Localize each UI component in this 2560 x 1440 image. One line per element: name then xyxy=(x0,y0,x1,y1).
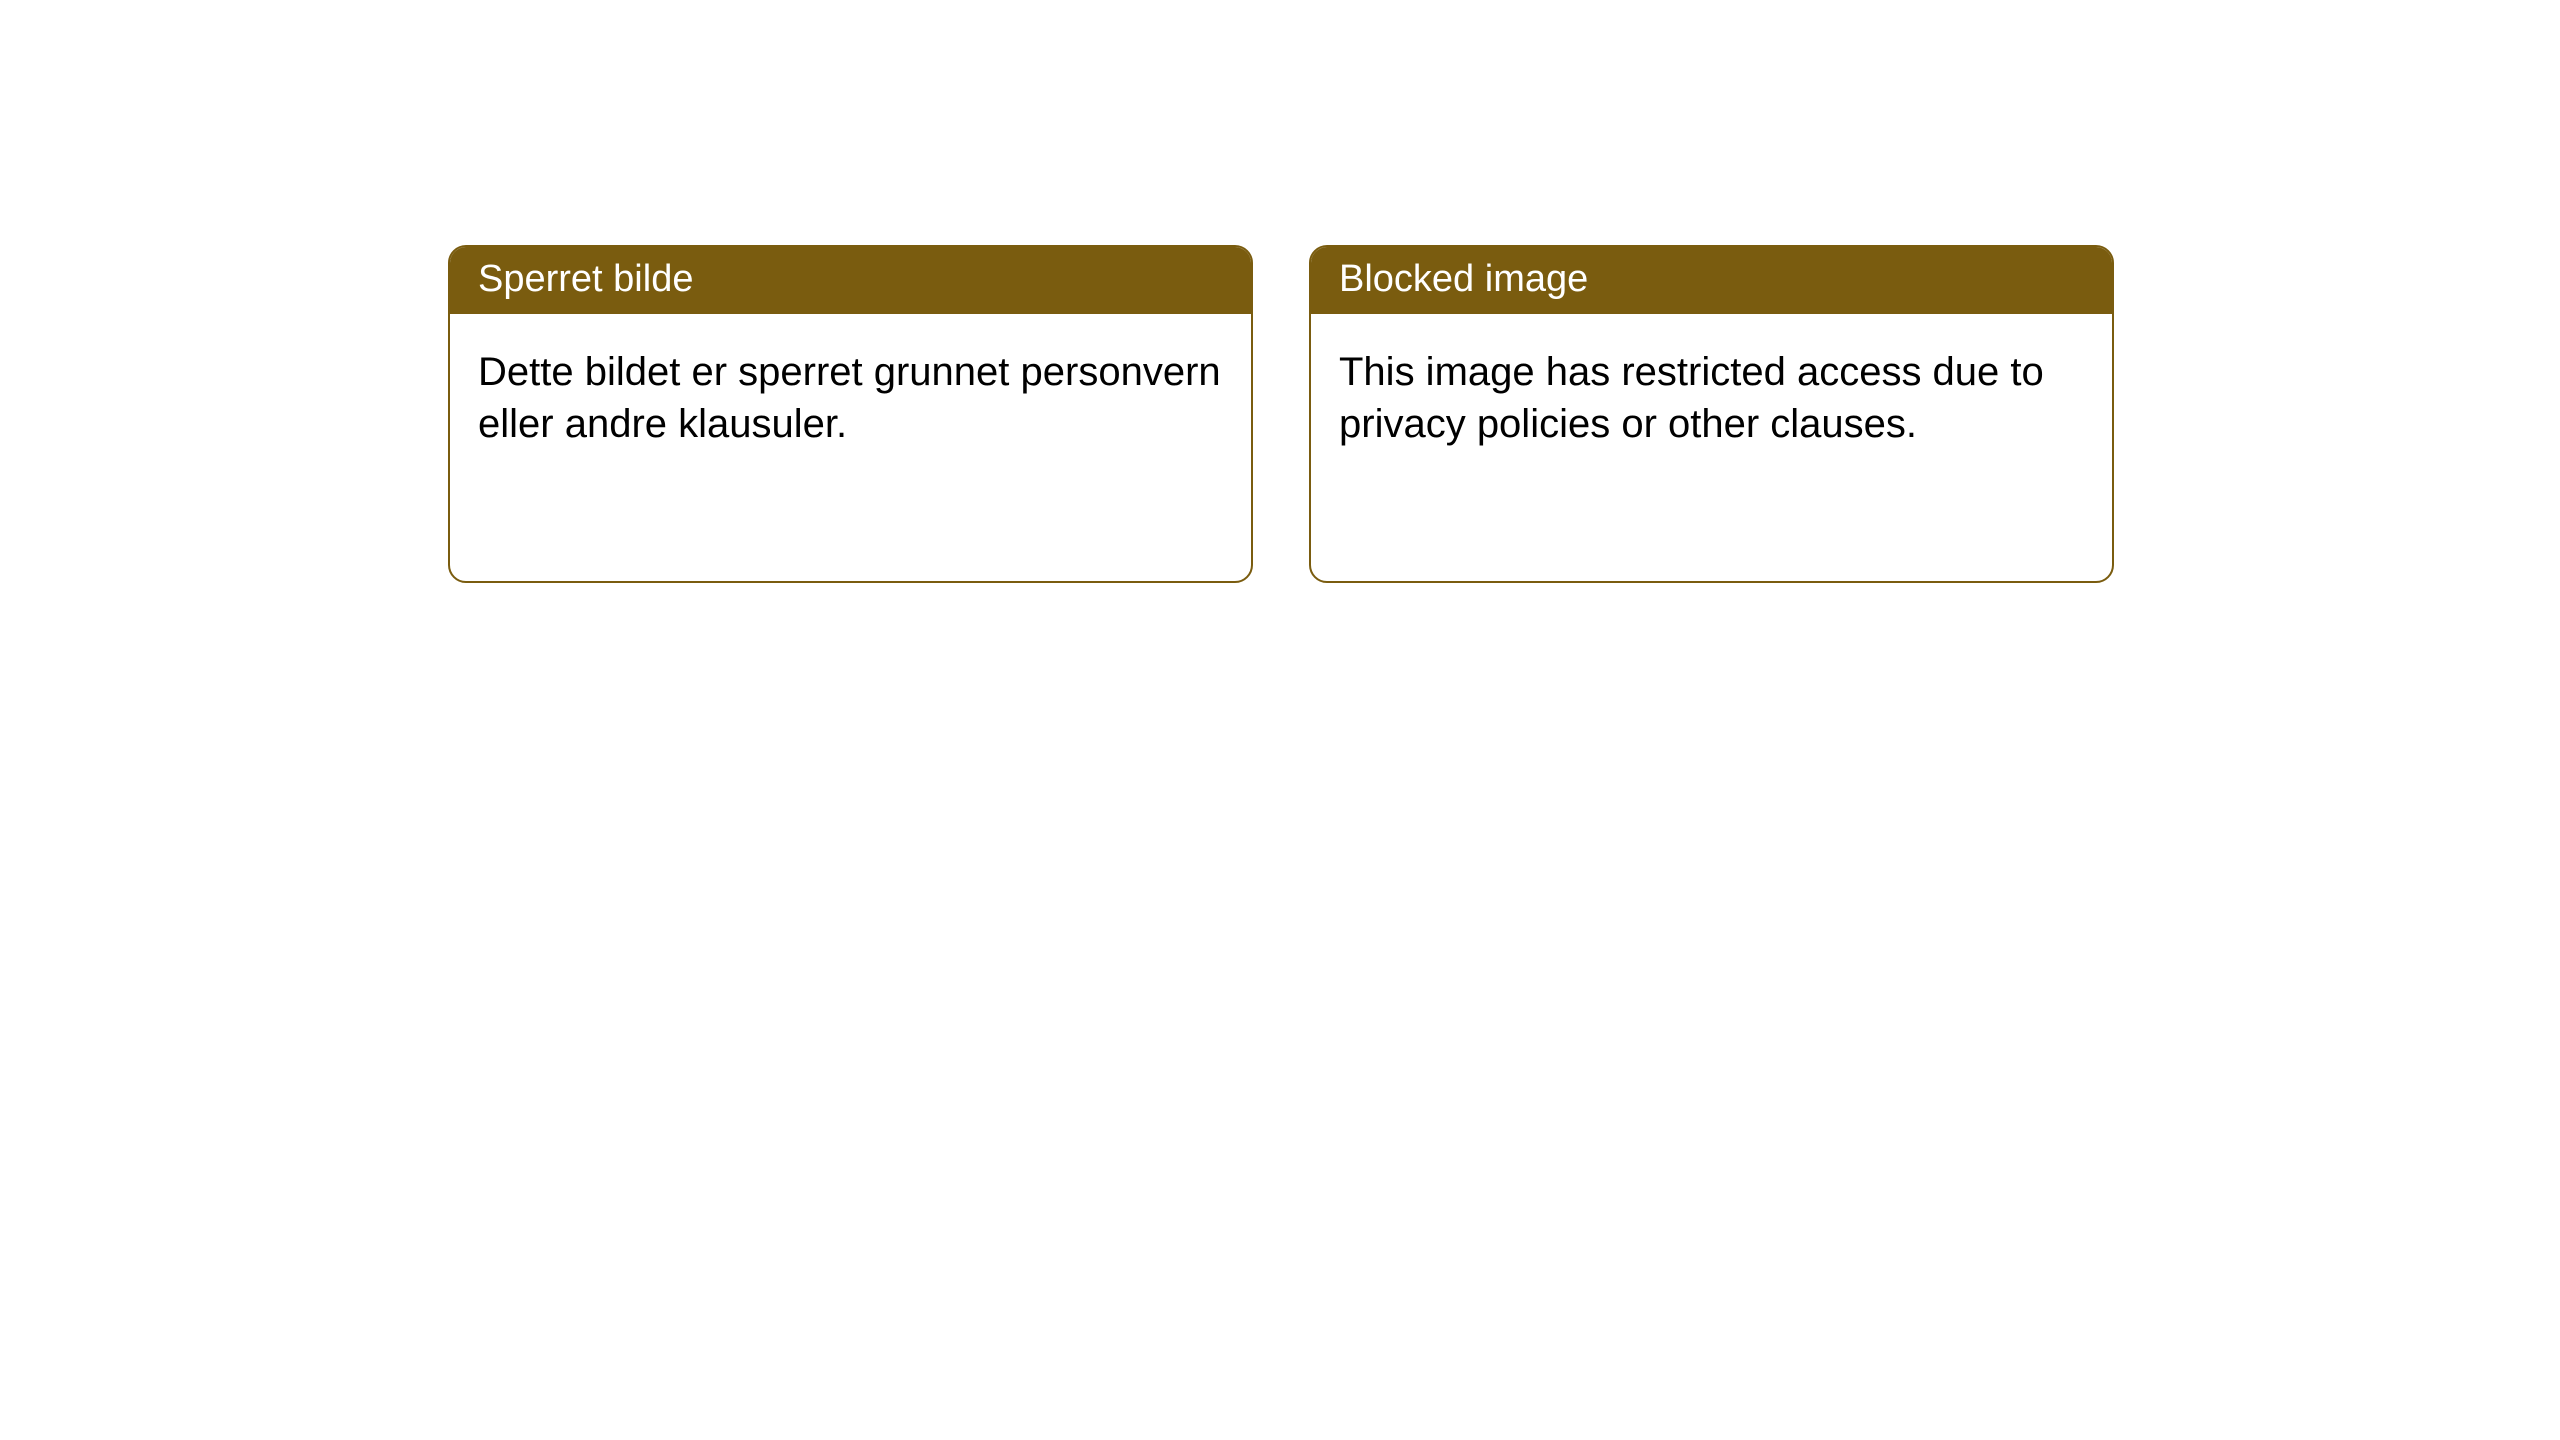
blocked-image-card-no: Sperret bilde Dette bildet er sperret gr… xyxy=(448,245,1253,583)
card-title-no: Sperret bilde xyxy=(478,258,693,300)
notice-container: Sperret bilde Dette bildet er sperret gr… xyxy=(0,0,2560,583)
blocked-image-card-en: Blocked image This image has restricted … xyxy=(1309,245,2114,583)
card-header-no: Sperret bilde xyxy=(450,247,1251,314)
card-message-en: This image has restricted access due to … xyxy=(1339,350,2044,446)
card-message-no: Dette bildet er sperret grunnet personve… xyxy=(478,350,1221,446)
card-title-en: Blocked image xyxy=(1339,258,1588,300)
card-header-en: Blocked image xyxy=(1311,247,2112,314)
card-body-en: This image has restricted access due to … xyxy=(1311,314,2112,478)
card-body-no: Dette bildet er sperret grunnet personve… xyxy=(450,314,1251,478)
